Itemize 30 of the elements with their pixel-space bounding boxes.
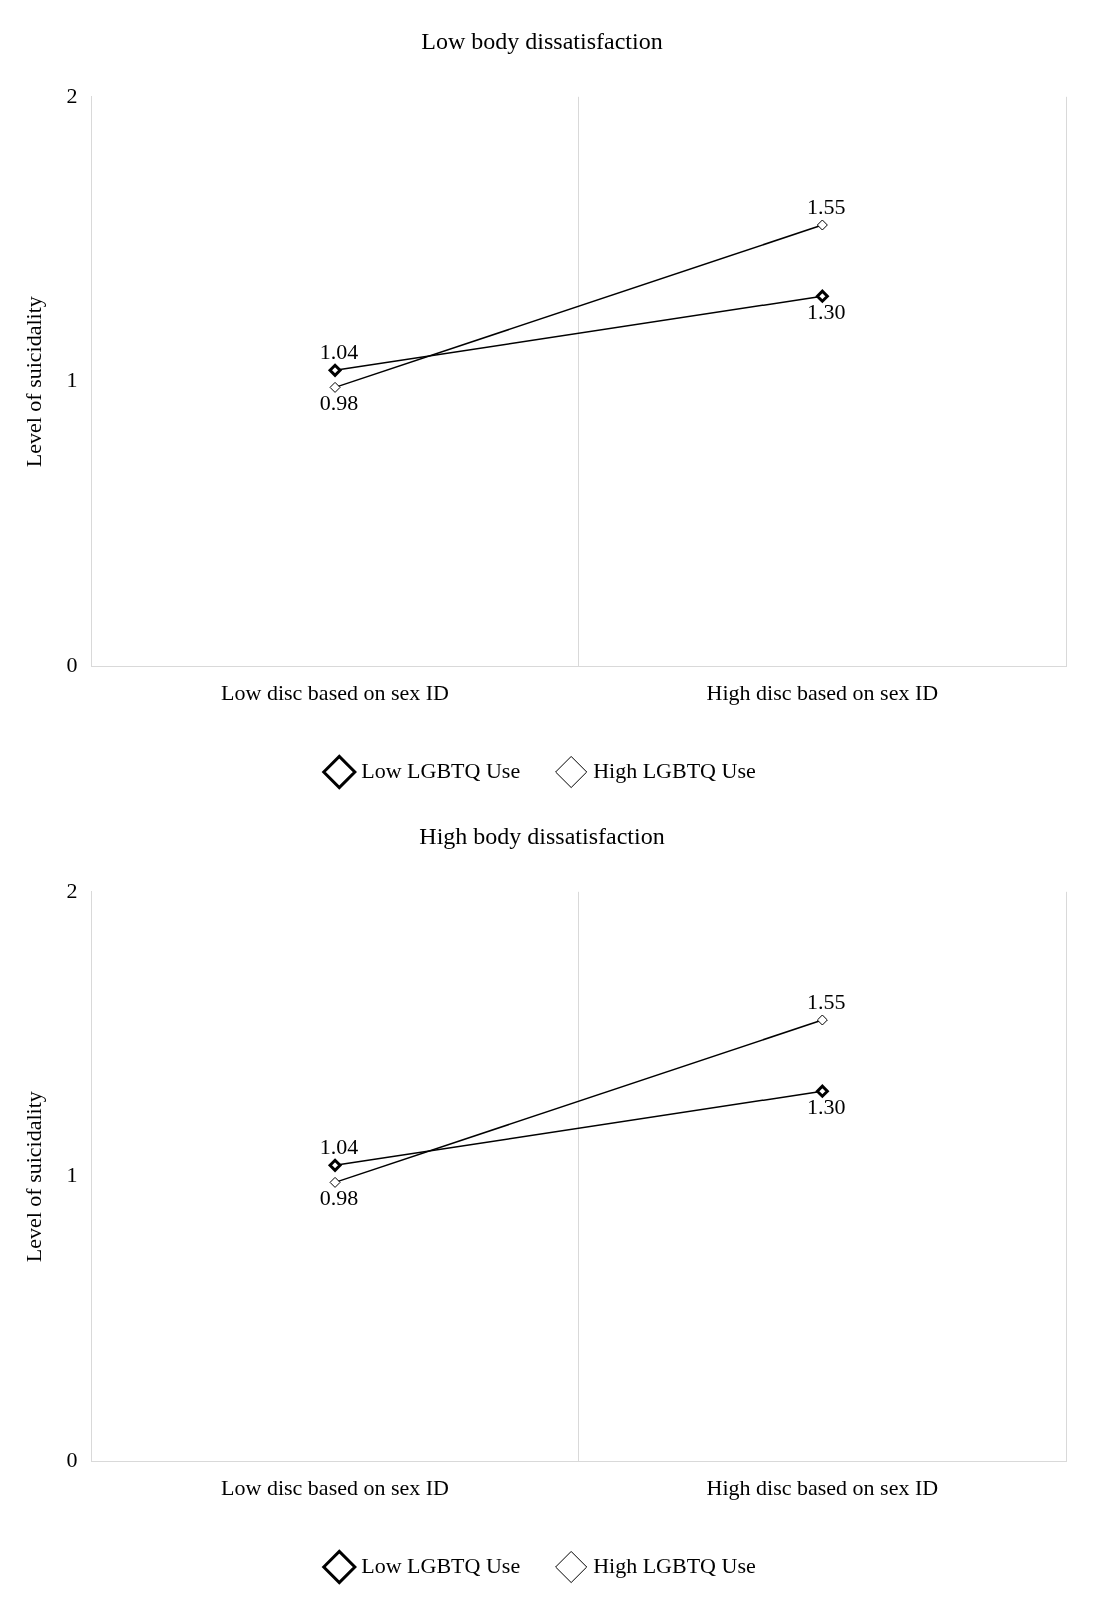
point	[815, 1084, 829, 1098]
data-label: 1.04	[319, 1134, 359, 1160]
data-label: 0.98	[319, 1185, 359, 1211]
data-label: 1.04	[319, 339, 359, 365]
data-label: 1.55	[807, 193, 846, 219]
legend-label: High LGBTQ Use	[593, 757, 756, 783]
x-tick-label: High disc based on sex ID	[706, 1474, 939, 1500]
y-axis-title: Level of suicidality	[20, 1091, 46, 1263]
x-tick-label: Low disc based on sex ID	[221, 679, 449, 705]
legend-label: Low LGBTQ Use	[361, 757, 521, 783]
x-tick-label: High disc based on sex ID	[706, 679, 939, 705]
y-tick-label: 2	[66, 877, 78, 903]
data-label: 1.30	[807, 1094, 846, 1120]
y-axis-title: Level of suicidality	[20, 296, 46, 468]
y-tick-label: 2	[66, 82, 78, 108]
chart-title: Low body dissatisfaction	[421, 27, 663, 54]
legend-label: Low LGBTQ Use	[361, 1552, 521, 1578]
chart-title: High body dissatisfaction	[419, 822, 665, 849]
data-label: 1.30	[807, 299, 846, 325]
y-tick-label: 0	[66, 1447, 78, 1473]
data-label: 1.55	[807, 988, 846, 1014]
point	[328, 1158, 342, 1172]
y-tick-label: 1	[66, 367, 78, 393]
x-tick-label: Low disc based on sex ID	[221, 1474, 449, 1500]
data-label: 0.98	[319, 390, 359, 416]
point	[815, 289, 829, 303]
legend-label: High LGBTQ Use	[593, 1552, 756, 1578]
y-tick-label: 1	[66, 1162, 78, 1188]
point	[328, 363, 342, 377]
y-tick-label: 0	[66, 652, 78, 678]
